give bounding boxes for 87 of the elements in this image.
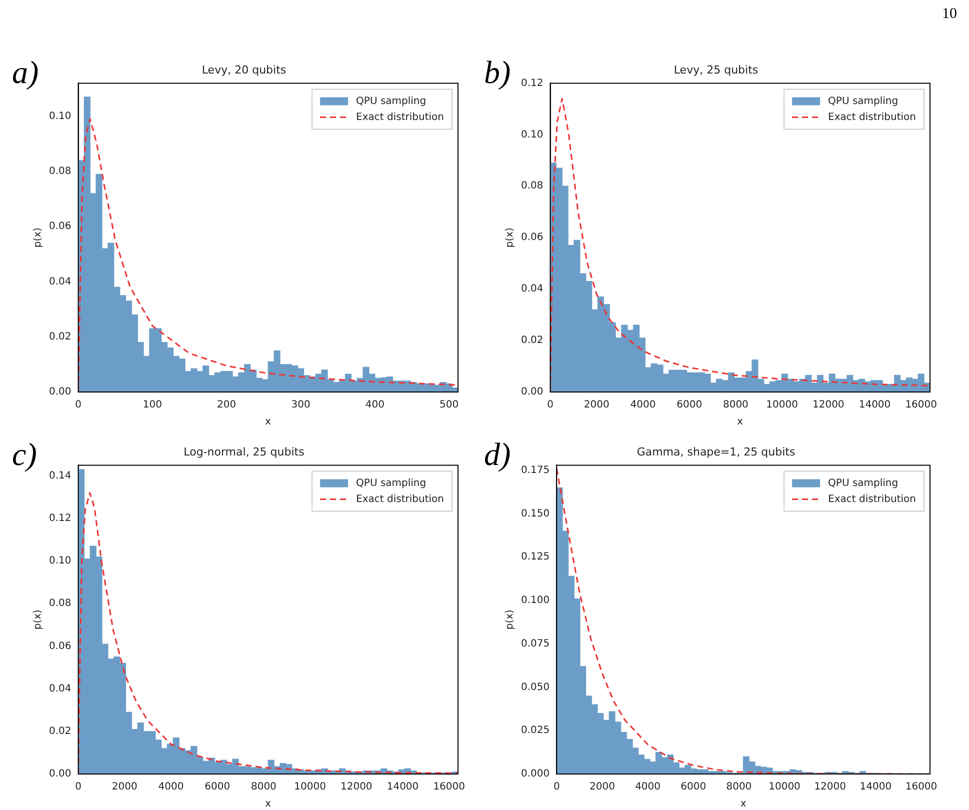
y-tick-label: 0.175 bbox=[520, 465, 550, 476]
x-tick-label: 0 bbox=[547, 400, 554, 411]
y-tick-label: 0.02 bbox=[49, 331, 72, 342]
y-tick-label: 0.04 bbox=[521, 284, 544, 295]
x-tick-label: 6000 bbox=[680, 782, 706, 793]
x-tick-label: 200 bbox=[217, 400, 236, 411]
y-tick-label: 0.04 bbox=[49, 683, 72, 694]
x-tick-label: 4000 bbox=[158, 782, 184, 793]
x-tick-label: 12000 bbox=[814, 782, 846, 793]
x-tick-label: 16000 bbox=[905, 782, 938, 793]
y-tick-label: 0.10 bbox=[49, 110, 72, 122]
legend-label: Exact distribution bbox=[356, 112, 444, 123]
x-tick-label: 12000 bbox=[812, 400, 844, 411]
x-axis-title: x bbox=[265, 416, 272, 428]
chart-title: Levy, 25 qubits bbox=[674, 63, 758, 76]
legend-label: QPU sampling bbox=[828, 478, 898, 489]
x-tick-label: 14000 bbox=[860, 782, 892, 793]
x-tick-label: 6000 bbox=[204, 782, 230, 793]
y-tick-label: 0.02 bbox=[49, 726, 72, 737]
y-tick-label: 0.150 bbox=[520, 508, 550, 520]
y-tick-label: 0.125 bbox=[520, 552, 550, 563]
y-tick-label: 0.08 bbox=[49, 166, 72, 178]
x-axis-title: x bbox=[265, 798, 272, 810]
y-tick-label: 0.02 bbox=[521, 335, 544, 346]
x-tick-label: 10000 bbox=[294, 782, 326, 793]
y-tick-label: 0.14 bbox=[49, 470, 72, 482]
y-tick-label: 0.075 bbox=[520, 638, 550, 650]
y-tick-label: 0.04 bbox=[49, 276, 72, 288]
y-axis-title: p(x) bbox=[504, 227, 516, 248]
text: 10 bbox=[942, 6, 957, 23]
x-tick-label: 16000 bbox=[433, 782, 466, 793]
text: c) bbox=[12, 436, 37, 472]
y-tick-label: 0.025 bbox=[520, 725, 550, 736]
y-tick-label: 0.000 bbox=[520, 768, 550, 780]
y-tick-label: 0.10 bbox=[49, 556, 72, 567]
text: a) bbox=[12, 54, 39, 90]
chart-title: Gamma, shape=1, 25 qubits bbox=[636, 445, 796, 458]
y-tick-label: 0.08 bbox=[521, 180, 544, 192]
x-tick-label: 6000 bbox=[676, 400, 702, 411]
y-tick-label: 0.12 bbox=[521, 78, 544, 89]
y-tick-label: 0.00 bbox=[521, 386, 544, 398]
x-tick-label: 16000 bbox=[905, 400, 938, 411]
x-tick-label: 14000 bbox=[858, 400, 891, 411]
chart-title: Log-normal, 25 qubits bbox=[184, 445, 305, 458]
legend-label: QPU sampling bbox=[356, 96, 426, 107]
x-tick-label: 100 bbox=[142, 400, 162, 411]
x-tick-label: 14000 bbox=[386, 782, 419, 793]
y-tick-label: 0.00 bbox=[49, 768, 72, 780]
x-tick-label: 8000 bbox=[726, 782, 752, 793]
y-tick-label: 0.06 bbox=[49, 640, 72, 652]
text: b) bbox=[484, 54, 511, 90]
y-tick-label: 0.10 bbox=[521, 129, 544, 140]
x-tick-label: 2000 bbox=[589, 782, 615, 793]
y-axis-title: p(x) bbox=[32, 609, 44, 630]
x-tick-label: 0 bbox=[75, 400, 82, 411]
chart-title: Levy, 20 qubits bbox=[202, 63, 286, 76]
x-tick-label: 12000 bbox=[340, 782, 372, 793]
legend-label: QPU sampling bbox=[356, 478, 426, 489]
x-axis-title: x bbox=[737, 416, 744, 428]
y-tick-label: 0.050 bbox=[520, 682, 550, 693]
x-tick-label: 400 bbox=[365, 400, 384, 411]
x-tick-label: 2000 bbox=[112, 782, 138, 793]
text: d) bbox=[484, 436, 511, 472]
x-tick-label: 300 bbox=[291, 400, 310, 411]
y-tick-label: 0.06 bbox=[49, 221, 72, 232]
x-tick-label: 10000 bbox=[768, 782, 800, 793]
legend-label: QPU sampling bbox=[828, 96, 898, 107]
y-tick-label: 0.100 bbox=[520, 595, 550, 606]
x-tick-label: 8000 bbox=[722, 400, 748, 411]
x-tick-label: 2000 bbox=[584, 400, 610, 411]
x-tick-label: 0 bbox=[75, 782, 82, 793]
legend-label: Exact distribution bbox=[356, 494, 444, 505]
y-axis-title: p(x) bbox=[32, 227, 44, 248]
x-tick-label: 8000 bbox=[250, 782, 276, 793]
y-tick-label: 0.08 bbox=[49, 598, 72, 610]
x-tick-label: 10000 bbox=[766, 400, 798, 411]
y-tick-label: 0.00 bbox=[49, 386, 72, 398]
y-tick-label: 0.12 bbox=[49, 513, 72, 524]
y-tick-label: 0.06 bbox=[521, 232, 544, 244]
x-axis-title: x bbox=[740, 798, 746, 810]
x-tick-label: 500 bbox=[440, 400, 459, 411]
x-tick-label: 0 bbox=[553, 782, 560, 793]
legend-label: Exact distribution bbox=[828, 112, 916, 123]
x-tick-label: 4000 bbox=[630, 400, 656, 411]
legend-label: Exact distribution bbox=[828, 494, 916, 505]
y-axis-title: p(x) bbox=[504, 609, 516, 630]
x-tick-label: 4000 bbox=[635, 782, 661, 793]
